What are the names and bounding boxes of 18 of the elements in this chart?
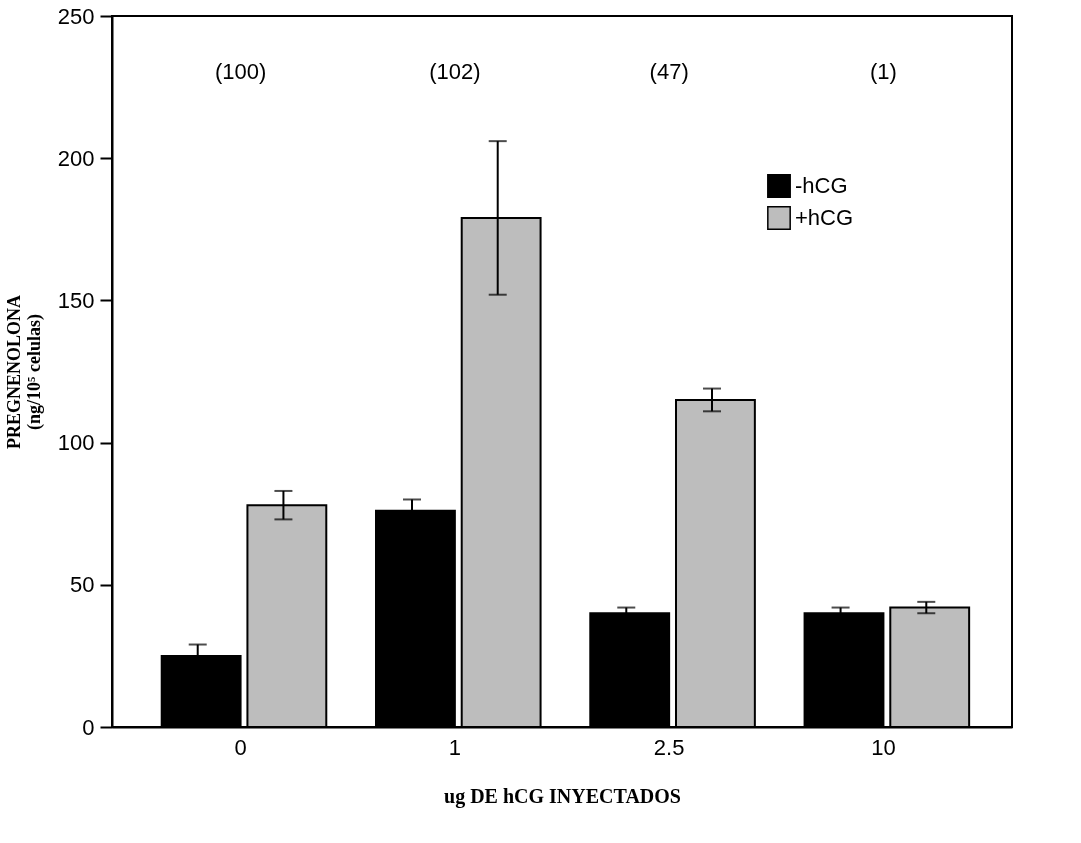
- annotation: (47): [649, 59, 689, 84]
- annotation: (102): [429, 59, 481, 84]
- y-tick-label: 250: [57, 3, 95, 29]
- annotation: (100): [214, 59, 267, 84]
- y-tick-label: 150: [57, 287, 95, 313]
- x-axis-title: ug DE hCG INYECTADOS: [444, 784, 681, 808]
- x-tick-label: 2.5: [653, 734, 685, 760]
- x-tick-label: 1: [448, 734, 461, 760]
- y-tick-label: 0: [82, 714, 95, 740]
- y-axis-title: PREGNENOLONA (ng/10⁵ celulas): [3, 294, 45, 450]
- annotation: (1): [869, 59, 897, 84]
- y-tick-label: 100: [57, 430, 95, 456]
- x-tick-label: 10: [871, 734, 896, 760]
- legend-label: +hCG: [795, 205, 854, 230]
- y-tick-label: 50: [70, 572, 95, 598]
- legend-label: -hCG: [795, 173, 848, 198]
- y-tick-label: 200: [57, 145, 95, 171]
- x-tick-label: 0: [234, 734, 247, 760]
